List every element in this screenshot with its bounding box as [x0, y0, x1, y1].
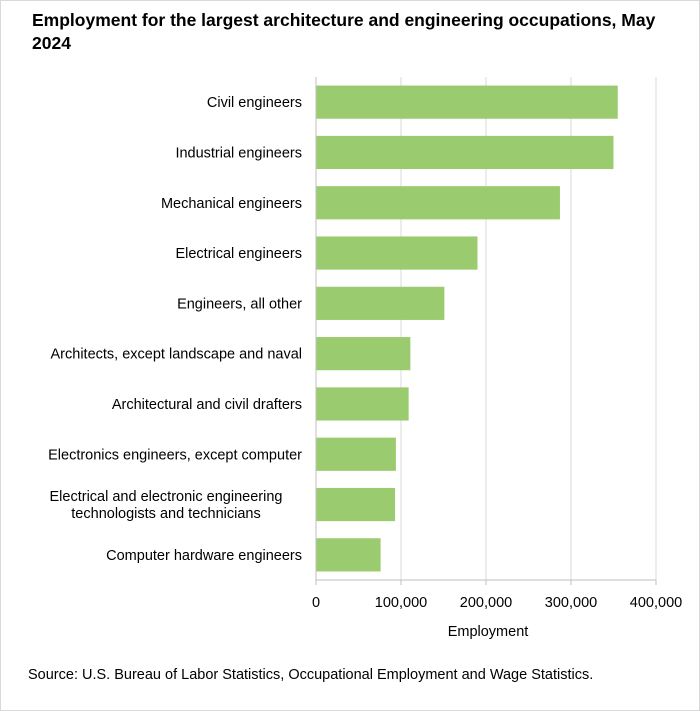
bar	[316, 437, 396, 471]
bar	[316, 186, 560, 220]
bar	[316, 236, 478, 270]
category-label: Mechanical engineers	[161, 196, 302, 212]
x-tick-label: 400,000	[630, 595, 682, 611]
tick-labels: 0 100,000 200,000 300,000 400,000	[312, 595, 682, 611]
axes	[315, 77, 657, 585]
category-label: Architects, except landscape and naval	[51, 347, 302, 363]
x-axis-label: Employment	[448, 624, 529, 640]
source-note: Source: U.S. Bureau of Labor Statistics,…	[28, 667, 594, 683]
chart-title: Employment for the largest architecture …	[32, 10, 656, 53]
bar	[316, 135, 614, 170]
bar	[316, 538, 381, 572]
category-label: Electrical engineers	[175, 246, 302, 262]
x-tick-label: 0	[312, 595, 320, 611]
bars	[316, 85, 618, 572]
category-label: Computer hardware engineers	[106, 548, 302, 564]
category-label: Engineers, all other	[177, 296, 302, 312]
bar	[316, 487, 396, 522]
bar	[316, 387, 409, 421]
x-tick-label: 300,000	[545, 595, 597, 611]
bar	[316, 286, 445, 320]
category-label: Electrical and electronic engineering tec…	[50, 489, 283, 522]
bar	[316, 85, 618, 119]
category-label: Industrial engineers	[175, 145, 302, 161]
category-label: Civil engineers	[207, 95, 302, 111]
x-tick-label: 200,000	[460, 595, 512, 611]
bar	[316, 337, 411, 371]
category-labels: Civil engineers Industrial engineers Mecha…	[48, 95, 302, 564]
category-label: Electronics engineers, except computer	[48, 447, 302, 463]
x-tick-label: 100,000	[375, 595, 427, 611]
category-label: Architectural and civil drafters	[112, 397, 302, 413]
